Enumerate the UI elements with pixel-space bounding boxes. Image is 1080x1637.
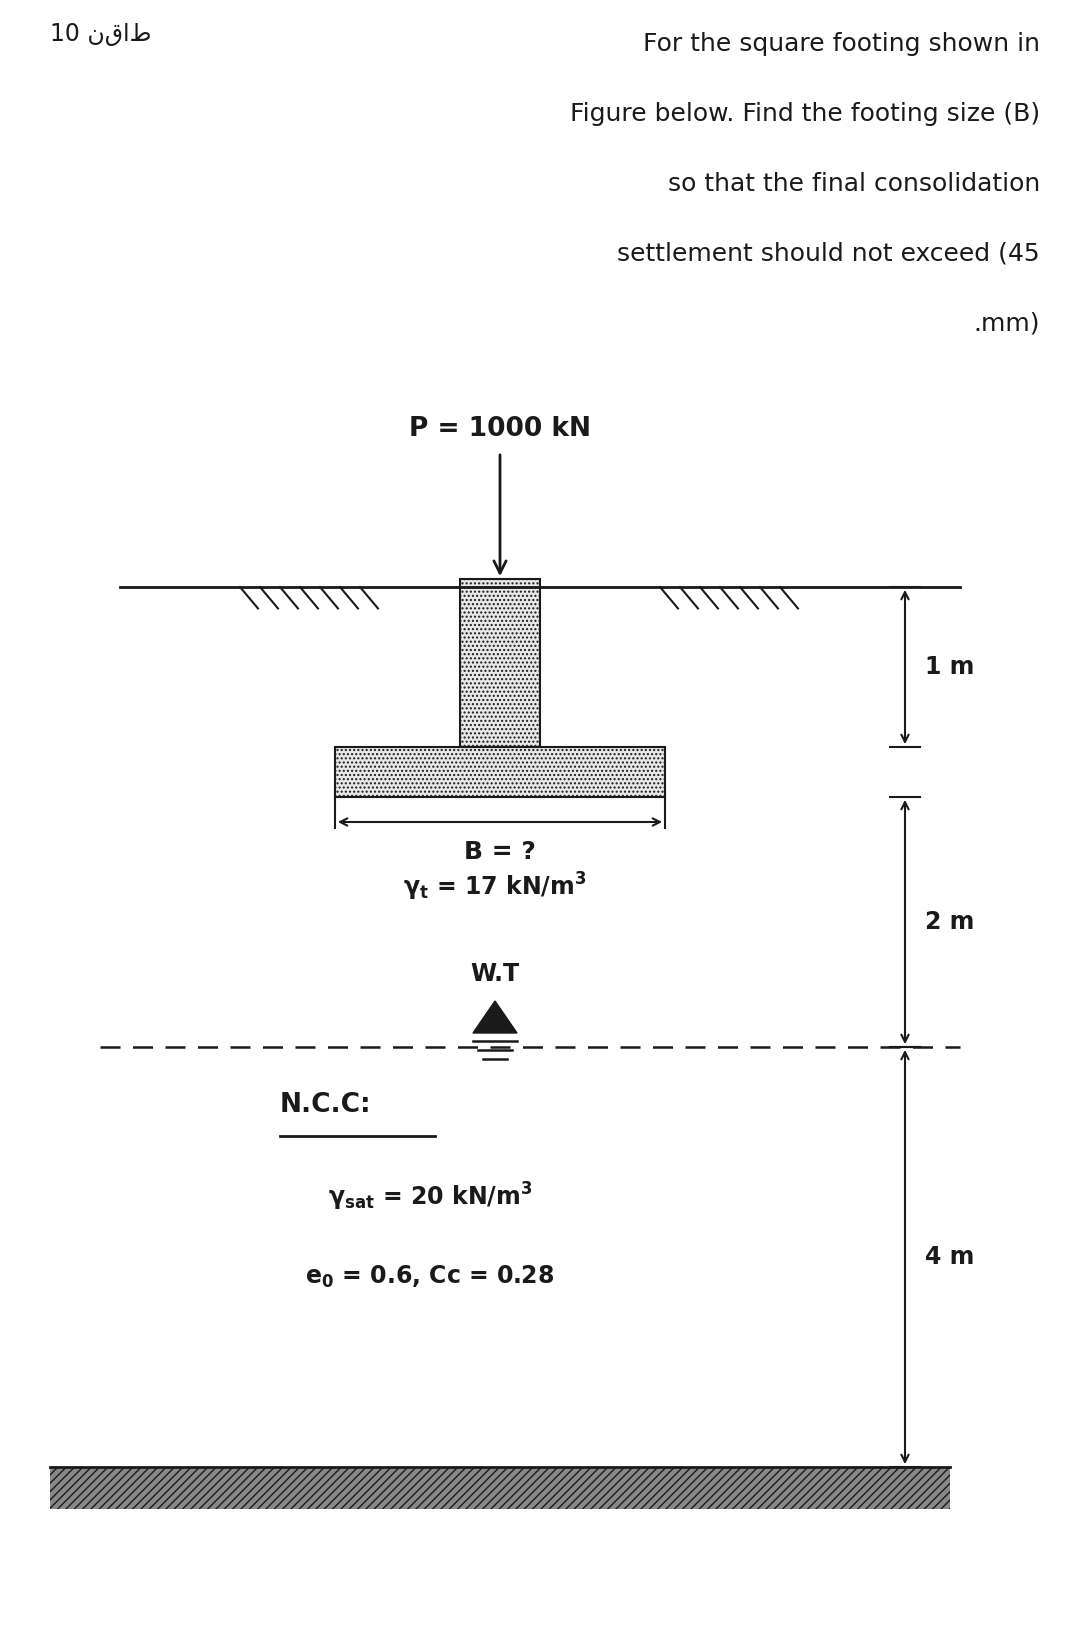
Text: 10 نقاط: 10 نقاط (50, 21, 151, 46)
Text: 1 m: 1 m (924, 655, 974, 679)
Text: settlement should not exceed (45: settlement should not exceed (45 (618, 242, 1040, 265)
Bar (50, 1467, 950, 1509)
Text: For the square footing shown in: For the square footing shown in (643, 33, 1040, 56)
Text: $\mathbf{\gamma_{sat}}$ = 20 kN/m$\mathbf{^3}$: $\mathbf{\gamma_{sat}}$ = 20 kN/m$\mathb… (328, 1180, 532, 1213)
Text: so that the final consolidation: so that the final consolidation (667, 172, 1040, 196)
Text: $\mathbf{\gamma_t}$ = 17 kN/m$\mathbf{^3}$: $\mathbf{\gamma_t}$ = 17 kN/m$\mathbf{^3… (403, 871, 586, 904)
Text: B = ?: B = ? (464, 840, 536, 864)
Text: P = 1000 kN: P = 1000 kN (409, 416, 591, 442)
Text: Figure below. Find the footing size (B): Figure below. Find the footing size (B) (570, 101, 1040, 126)
Text: 2 m: 2 m (924, 910, 974, 935)
Polygon shape (473, 1000, 517, 1033)
Bar (460, 579, 540, 746)
Text: .mm): .mm) (973, 313, 1040, 336)
Text: N.C.C:: N.C.C: (280, 1092, 372, 1118)
Text: W.T: W.T (471, 963, 519, 985)
Bar (335, 746, 665, 797)
Text: 4 m: 4 m (924, 1246, 974, 1269)
Text: e$\mathbf{_0}$ = 0.6, Cc = 0.28: e$\mathbf{_0}$ = 0.6, Cc = 0.28 (306, 1264, 555, 1290)
